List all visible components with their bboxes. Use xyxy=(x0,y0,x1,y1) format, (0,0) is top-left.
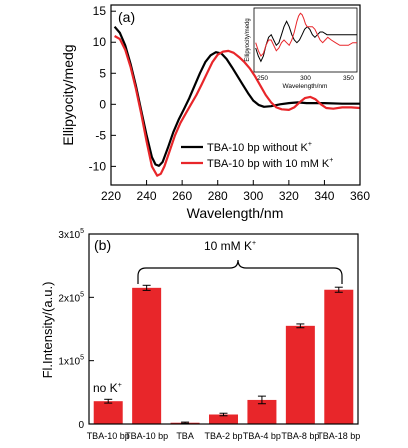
bar xyxy=(93,401,123,424)
panel-b-plot-frame xyxy=(88,233,359,425)
annotation-10mm-k: 10 mM K+ xyxy=(204,239,256,253)
bar-category-label: TBA-18 bp xyxy=(317,431,360,441)
panel-a-x-tick-label: 320 xyxy=(279,189,299,203)
bar-category-label: TBA-2 bp xyxy=(204,431,242,441)
inset-x-tick-label: 350 xyxy=(343,75,354,82)
panel-a-x-tick-label: 280 xyxy=(208,189,228,203)
panel-b-y-tick-label: 0 xyxy=(78,420,84,431)
bar-category-label: TBA-8 bp xyxy=(281,431,319,441)
panel-b-y-tick-label: 3x105 xyxy=(58,228,84,241)
bar-category-label: TBA-10 bp xyxy=(87,431,130,441)
panel-a-y-tick-label: -10 xyxy=(89,159,107,173)
series-line-without-k xyxy=(113,25,360,167)
panel-a-plot-frame xyxy=(110,4,361,186)
inset-line-black xyxy=(255,20,357,63)
panel-b-y-tick-label: 2x105 xyxy=(58,291,84,304)
panel-a-y-axis-label: Ellipyocity/medg xyxy=(60,44,76,145)
series-line-with-k xyxy=(114,35,360,177)
panel-a-x-tick-label: 220 xyxy=(101,189,121,203)
panel-a-label: (a) xyxy=(118,9,135,25)
bar xyxy=(209,414,238,424)
annotation-bracket xyxy=(137,259,343,284)
inset-x-tick-label: 300 xyxy=(300,75,311,82)
panel-a-y-tick-label: 15 xyxy=(93,4,107,18)
panel-a-y-tick-label: 0 xyxy=(99,97,106,111)
panel-b-y-axis-label: Fl.Intensity/(a.u.) xyxy=(40,282,55,379)
bar xyxy=(324,289,354,424)
inset-line-red xyxy=(255,12,357,57)
bar xyxy=(132,287,162,424)
panel-a-x-tick-label: 340 xyxy=(314,189,334,203)
bar-category-label: TBA xyxy=(176,431,194,441)
panel-b-label: (b) xyxy=(94,237,111,253)
panel-a-inset: 250 300 350 Ellipyocity/medg Wavelength/nm xyxy=(245,7,358,90)
bar-category-label: TBA-4 bp xyxy=(243,431,281,441)
panel-a-x-axis-label: Wavelength/nm xyxy=(187,205,284,221)
legend-label-black: TBA-10 bp without K+ xyxy=(207,141,312,154)
panel-a-y-tick-label: 5 xyxy=(99,66,106,80)
panel-b-y-tick-label: 1x105 xyxy=(58,355,84,368)
annotation-no-k: no K+ xyxy=(93,381,122,395)
bar-category-label: TBA-10 bp xyxy=(125,431,168,441)
inset-x-axis-label: Wavelength/nm xyxy=(283,83,328,90)
panel-a-legend: TBA-10 bp without K+ TBA-10 bp with 10 m… xyxy=(181,141,333,170)
inset-y-axis-label: Ellipyocity/medg xyxy=(245,18,251,61)
panel-a: 220 240 260 280 300 320 340 360 -10 -5 0 5 10 15 (a)… xyxy=(60,4,370,221)
panel-a-x-tick-label: 260 xyxy=(172,189,192,203)
panel-a-y-tick-label: -5 xyxy=(95,128,106,142)
bar xyxy=(285,325,315,424)
inset-x-tick-label: 250 xyxy=(257,75,268,82)
legend-label-red: TBA-10 bp with 10 mM K+ xyxy=(207,157,333,170)
panel-a-x-tick-label: 240 xyxy=(137,189,157,203)
panel-a-x-tick-label: 360 xyxy=(350,189,370,203)
panel-a-y-tick-label: 10 xyxy=(93,35,107,49)
panel-a-x-tick-label: 300 xyxy=(243,189,263,203)
